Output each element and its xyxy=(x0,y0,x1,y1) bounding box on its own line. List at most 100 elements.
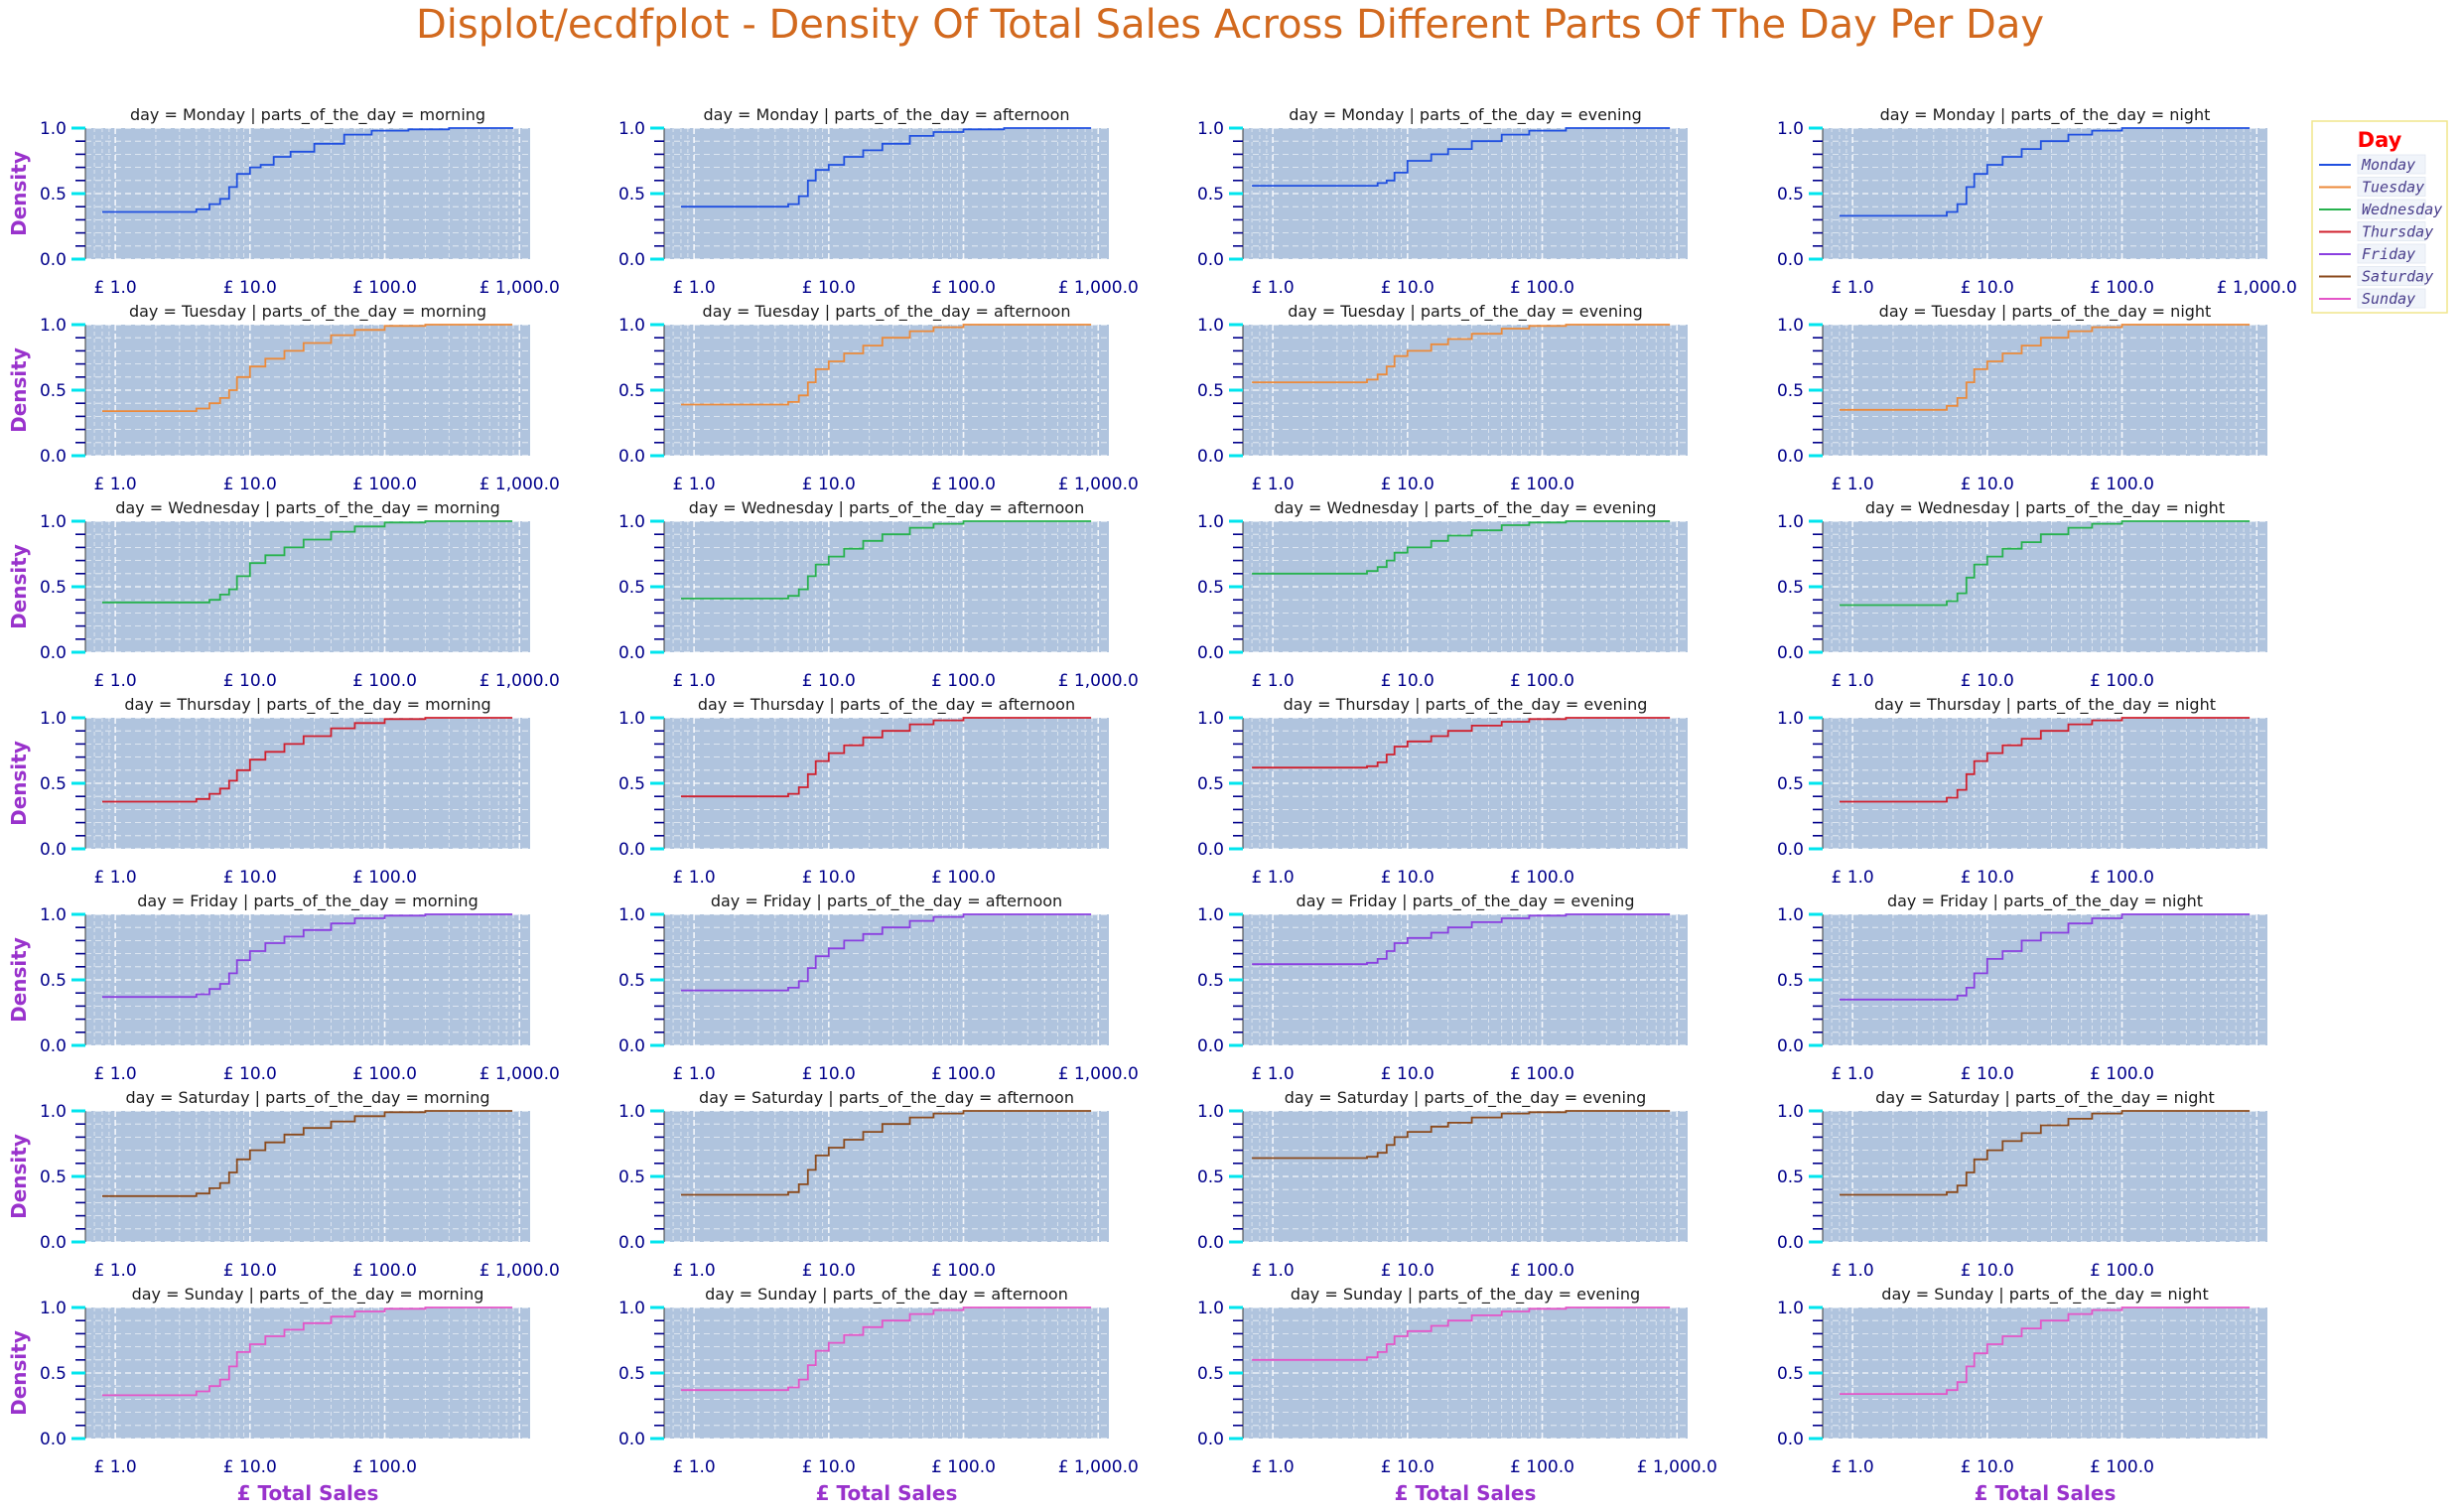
facet-panel: 0.0 0.5 1.0 £ 1.0 £ 10.0 £ 100.0 £ 1,000.0 day … xyxy=(7,302,560,494)
grid-lines xyxy=(84,1306,530,1440)
facet-panel: 0.0 0.5 1.0 £ 1.0 £ 10.0 £ 100.0 day = Sunday … xyxy=(1777,1285,2267,1505)
facet-panel: 0.0 0.5 1.0 £ 1.0 £ 10.0 £ 100.0 day = Tuesday… xyxy=(1197,302,1688,494)
y-tick-label: 1.0 xyxy=(1197,512,1224,532)
legend-label-box xyxy=(2357,154,2426,175)
ecdf-line xyxy=(102,520,513,604)
grid-lines xyxy=(1242,1110,1688,1243)
y-tick-label: 0.0 xyxy=(618,1430,645,1449)
grid-lines xyxy=(1242,127,1688,260)
facet-panel: 0.0 0.5 1.0 £ 1.0 £ 10.0 £ 100.0 £ 1,000.0 day … xyxy=(618,498,1139,691)
x-tick-label: £ 10.0 xyxy=(802,475,856,494)
ecdf-line xyxy=(1252,324,1671,383)
x-tick-label: £ 1.0 xyxy=(1831,868,1873,888)
x-tick-label: £ 10.0 xyxy=(1381,1261,1435,1281)
y-tick-label: 1.0 xyxy=(1777,1102,1804,1122)
y-tick-label: 1.0 xyxy=(1777,512,1804,532)
x-tick-label: £ 1.0 xyxy=(672,1261,715,1281)
x-tick-label: £ 1.0 xyxy=(93,671,136,691)
x-tick-label: £ 1.0 xyxy=(1251,1457,1294,1477)
panels-layer: 0.0 0.5 1.0 £ 1.0 £ 10.0 £ 100.0 £ 1,000.0 day … xyxy=(7,105,2297,1505)
y-tick-label: 0.0 xyxy=(40,1036,67,1056)
x-tick-label: £ 1.0 xyxy=(1251,1064,1294,1084)
y-tick-label: 1.0 xyxy=(40,1299,67,1318)
ecdf-line xyxy=(1252,520,1671,575)
y-tick-label: 1.0 xyxy=(618,1102,645,1122)
grid-lines xyxy=(84,913,530,1046)
x-tick-label: £ 10.0 xyxy=(223,868,277,888)
panel-title: day = Friday | parts_of_the_day = aftern… xyxy=(711,892,1062,911)
y-tick-label: 1.0 xyxy=(618,316,645,336)
grid-lines xyxy=(1822,127,2267,260)
y-tick-label: 0.5 xyxy=(1197,381,1224,401)
panel-title: day = Sunday | parts_of_the_day = night xyxy=(1881,1285,2208,1305)
y-tick-label: 0.0 xyxy=(40,447,67,467)
y-tick-label: 0.5 xyxy=(1197,971,1224,991)
x-tick-label: £ 100.0 xyxy=(1510,1261,1574,1281)
x-tick-label: £ 1.0 xyxy=(93,1261,136,1281)
y-tick-label: 0.5 xyxy=(618,381,645,401)
panel-title: day = Thursday | parts_of_the_day = even… xyxy=(1284,695,1648,715)
x-axis-label: £ Total Sales xyxy=(237,1481,379,1505)
facet-panel: 0.0 0.5 1.0 £ 1.0 £ 10.0 £ 100.0 £ 1,000.0 day … xyxy=(618,105,1139,298)
panel-title: day = Thursday | parts_of_the_day = nigh… xyxy=(1874,695,2216,715)
x-tick-label: £ 100.0 xyxy=(352,278,417,298)
x-axis-label: £ Total Sales xyxy=(1975,1481,2117,1505)
x-tick-label: £ 100.0 xyxy=(931,1064,996,1084)
legend-label-box xyxy=(2357,266,2426,286)
facet-panel: 0.0 0.5 1.0 £ 1.0 £ 10.0 £ 100.0 day = Thursda… xyxy=(1197,695,1688,888)
legend-item-label: Wednesday xyxy=(2362,201,2442,218)
x-tick-label: £ 100.0 xyxy=(2090,868,2154,888)
y-tick-label: 1.0 xyxy=(1777,1299,1804,1318)
ecdf-line xyxy=(1840,717,2251,803)
ecdf-line xyxy=(1252,717,1671,769)
y-tick-label: 0.5 xyxy=(618,971,645,991)
x-tick-label: £ 1.0 xyxy=(672,868,715,888)
y-tick-label: 0.5 xyxy=(1777,1168,1804,1187)
panel-title: day = Friday | parts_of_the_day = evenin… xyxy=(1297,892,1635,911)
facet-panel: 0.0 0.5 1.0 £ 1.0 £ 10.0 £ 100.0 day = Wednesd… xyxy=(1197,498,1688,691)
x-tick-label: £ 1.0 xyxy=(93,1064,136,1084)
facet-panel: 0.0 0.5 1.0 £ 1.0 £ 10.0 £ 100.0 £ 1,000.0 day … xyxy=(1777,105,2297,298)
y-tick-label: 0.0 xyxy=(1777,1430,1804,1449)
ecdf-line xyxy=(1252,127,1671,187)
facet-panel: 0.0 0.5 1.0 £ 1.0 £ 10.0 £ 100.0 £ 1,000.0 day … xyxy=(7,892,560,1084)
legend-title: Day xyxy=(2358,128,2402,152)
y-tick-label: 0.0 xyxy=(1197,840,1224,860)
grid-lines xyxy=(1822,520,2267,653)
x-tick-label: £ 1.0 xyxy=(1251,475,1294,494)
x-tick-label: £ 100.0 xyxy=(1510,278,1574,298)
x-tick-label: £ 10.0 xyxy=(1961,475,2014,494)
x-tick-label: £ 10.0 xyxy=(223,1457,277,1477)
facet-panel: 0.0 0.5 1.0 £ 1.0 £ 10.0 £ 100.0 day = Monday … xyxy=(1197,105,1688,298)
y-tick-label: 0.5 xyxy=(40,971,67,991)
ecdf-line xyxy=(1252,1306,1671,1361)
y-axis-label: Density xyxy=(7,347,31,433)
x-tick-label: £ 10.0 xyxy=(1961,1261,2014,1281)
y-tick-label: 0.0 xyxy=(1197,250,1224,270)
x-tick-label: £ 100.0 xyxy=(2090,1261,2154,1281)
panel-title: day = Thursday | parts_of_the_day = morn… xyxy=(124,695,490,715)
x-tick-label: £ 100.0 xyxy=(2090,1457,2154,1477)
ecdf-line xyxy=(681,324,1092,406)
x-tick-label: £ 100.0 xyxy=(1510,671,1574,691)
ecdf-line xyxy=(681,1110,1092,1196)
ecdf-line xyxy=(1840,520,2251,607)
x-tick-label: £ 1.0 xyxy=(1251,278,1294,298)
ecdf-line xyxy=(1840,1110,2251,1196)
y-tick-label: 0.0 xyxy=(1197,1233,1224,1253)
y-axis-label: Density xyxy=(7,937,31,1023)
y-tick-label: 0.5 xyxy=(1197,1364,1224,1384)
x-axis-label: £ Total Sales xyxy=(816,1481,958,1505)
x-tick-label: £ 1.0 xyxy=(1831,1261,1873,1281)
x-tick-label: £ 1,000.0 xyxy=(1058,671,1139,691)
x-tick-label: £ 100.0 xyxy=(931,1457,996,1477)
x-tick-label: £ 10.0 xyxy=(802,1261,856,1281)
x-tick-label: £ 100.0 xyxy=(352,868,417,888)
y-tick-label: 0.0 xyxy=(1777,643,1804,663)
x-tick-label: £ 10.0 xyxy=(1381,868,1435,888)
x-tick-label: £ 100.0 xyxy=(2090,671,2154,691)
x-tick-label: £ 10.0 xyxy=(1961,1064,2014,1084)
y-tick-label: 1.0 xyxy=(1197,905,1224,925)
x-tick-label: £ 1,000.0 xyxy=(1058,475,1139,494)
y-tick-label: 1.0 xyxy=(1197,709,1224,729)
